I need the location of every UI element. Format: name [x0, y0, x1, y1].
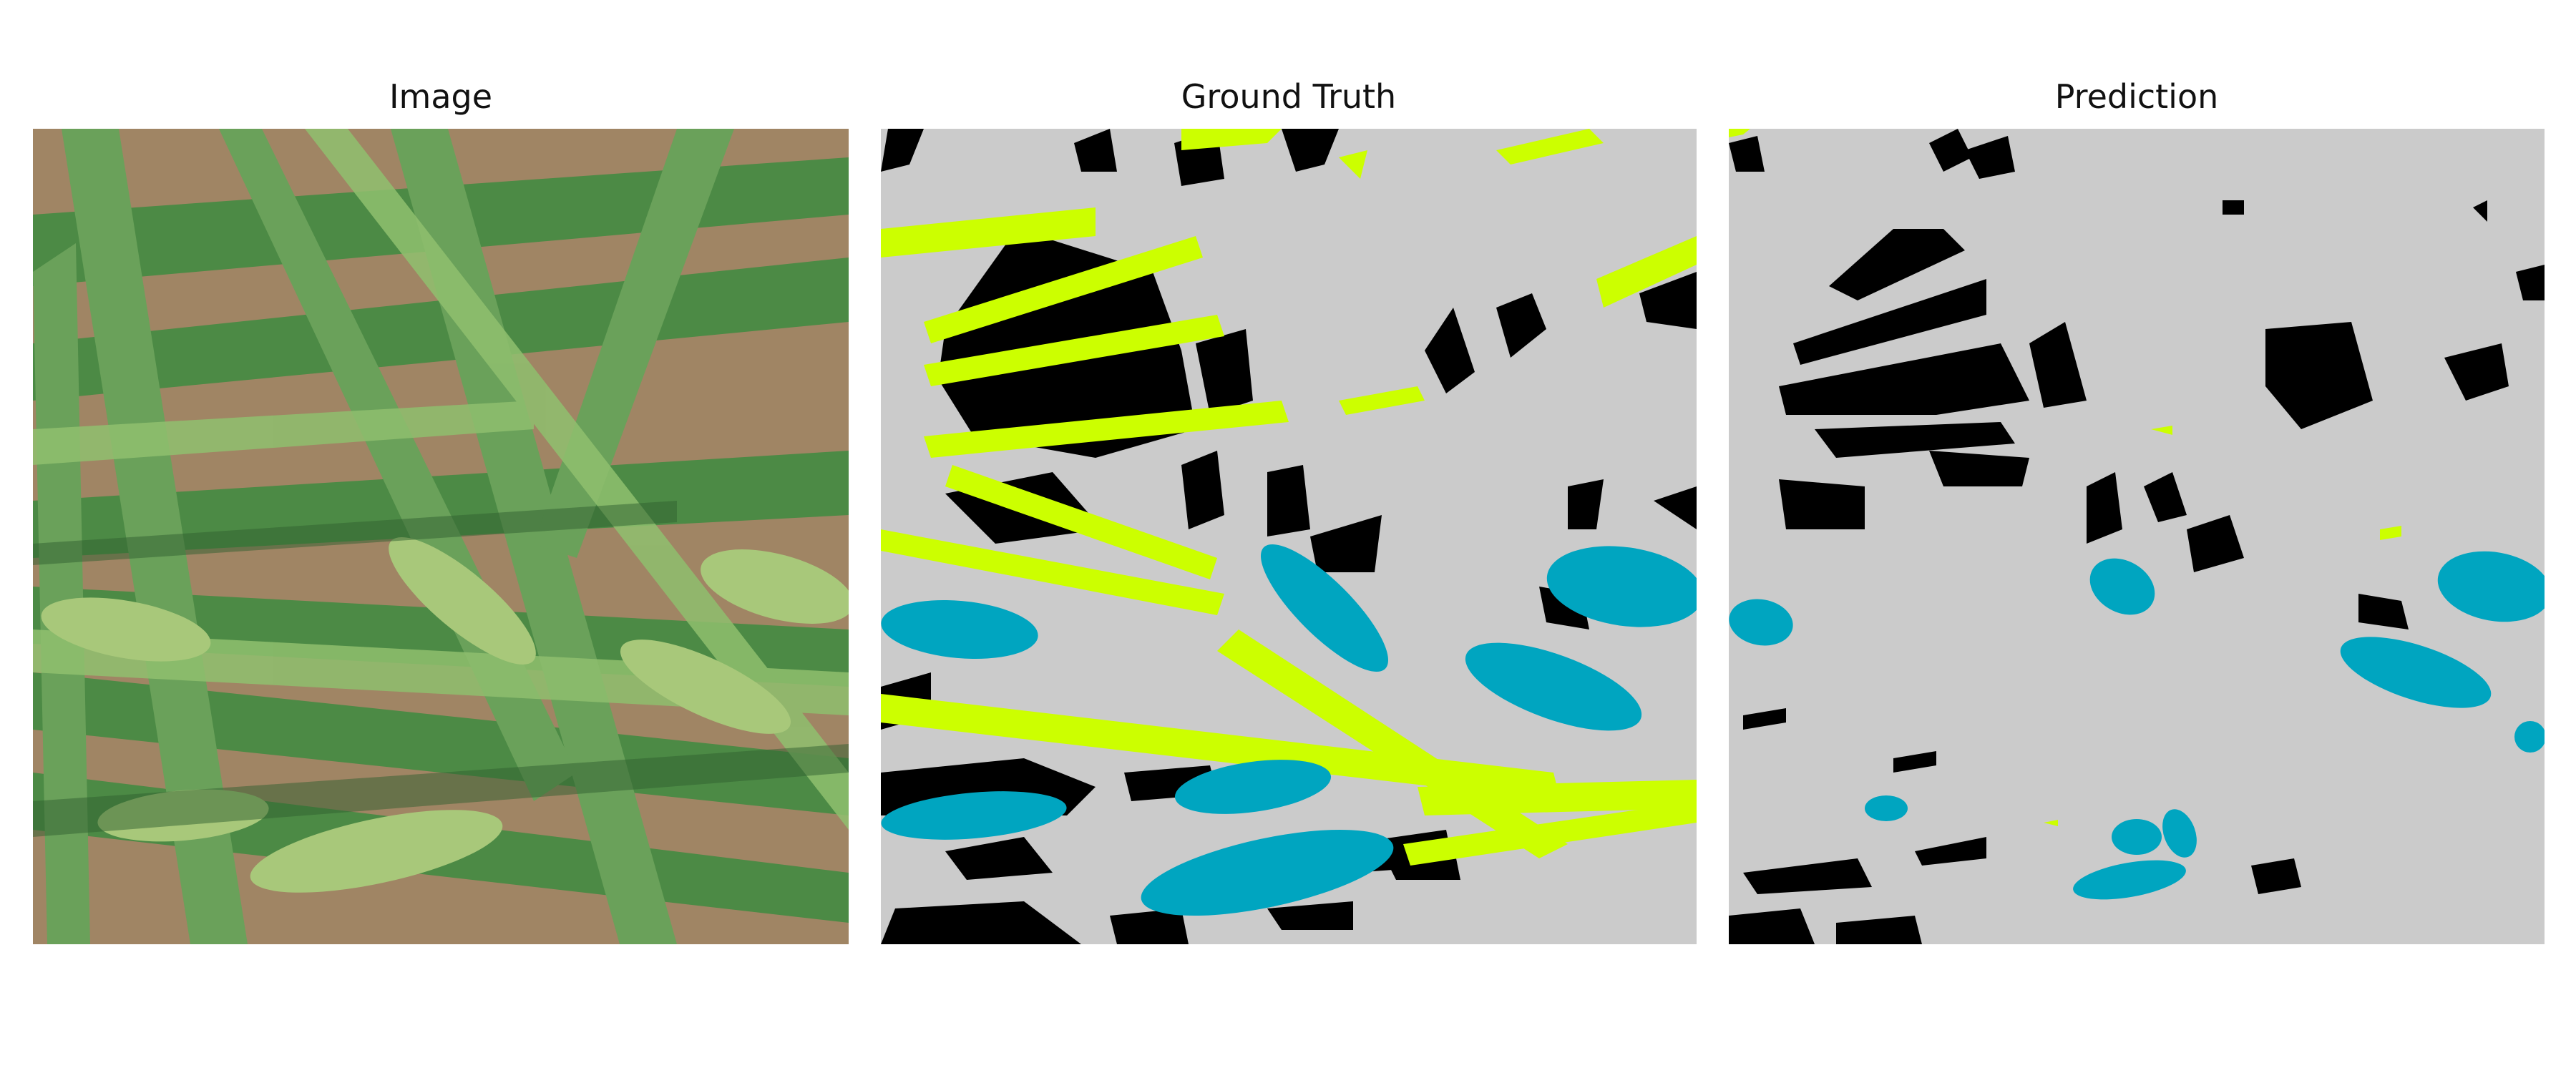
prediction-mask [1729, 129, 2545, 944]
ear-regions [1729, 551, 2545, 900]
panel-title-image: Image [389, 77, 493, 116]
prediction-panel [1729, 129, 2545, 944]
ear-regions [881, 544, 1697, 916]
leaf-regions [1729, 129, 2401, 826]
image-panel [33, 129, 849, 944]
ground-truth-mask [881, 129, 1697, 944]
soil-regions [1729, 129, 2545, 944]
panel-title-prediction: Prediction [2054, 77, 2219, 116]
panel-title-ground-truth: Ground Truth [1181, 77, 1397, 116]
field-photo [33, 129, 849, 944]
ground-truth-panel [881, 129, 1697, 944]
leaf-regions [881, 129, 1697, 866]
